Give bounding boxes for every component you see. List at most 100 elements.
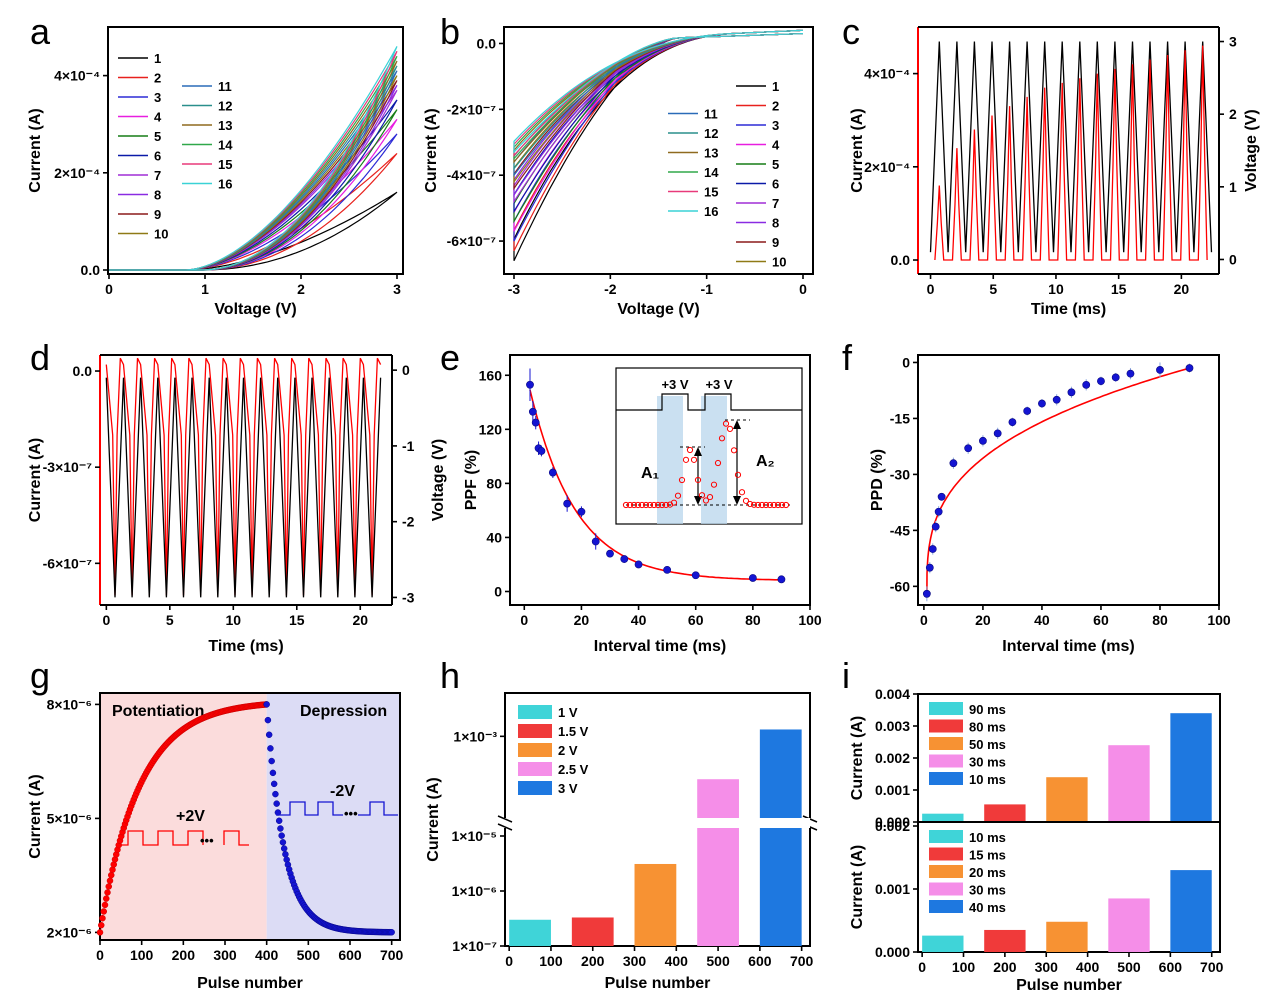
y-axis-label: Current (A) <box>423 108 440 192</box>
x-axis-label: Interval time (ms) <box>594 638 726 655</box>
ellipsis-icon: ••• <box>200 833 214 848</box>
iv-curve-3 <box>513 29 804 242</box>
y-tick-label: 0.001 <box>875 782 910 798</box>
legend-label: 13 <box>704 146 718 161</box>
y-tick-label: -3×10⁻⁷ <box>43 459 93 475</box>
data-point <box>591 537 600 546</box>
legend-label: 5 <box>154 129 161 144</box>
inset-arrowhead <box>694 447 702 456</box>
data-point <box>1126 369 1135 378</box>
x-tick-label: 400 <box>1076 959 1100 975</box>
y-tick-label: 0.003 <box>875 718 910 734</box>
x-tick-label: -3 <box>508 281 521 297</box>
legend-label: 14 <box>704 165 719 180</box>
bar-top-90ms <box>922 813 964 822</box>
fit-curve <box>926 367 1190 594</box>
y-tick-label: -15 <box>890 410 910 426</box>
x-tick-label: 80 <box>1152 612 1168 628</box>
y-tick-label: 4×10⁻⁴ <box>54 68 100 84</box>
fit-curve <box>529 389 782 581</box>
y-tick-label: 80 <box>486 475 502 491</box>
data-point <box>1111 373 1120 382</box>
bar-bottom-10ms <box>922 935 964 952</box>
legend-label: 16 <box>218 177 232 192</box>
legend-swatch <box>929 702 963 715</box>
legend-label: 2 <box>154 71 161 86</box>
potentiation-point <box>108 871 115 879</box>
inset-marker <box>678 476 686 484</box>
y-tick-label: 0.0 <box>891 252 911 268</box>
y-axis-label: Current (A) <box>27 438 44 522</box>
x-tick-label: 500 <box>706 953 730 969</box>
legend-swatch <box>518 781 552 795</box>
y-axis-label: Current (A) <box>27 108 44 192</box>
data-point <box>537 447 546 455</box>
y-tick-label: 40 <box>486 529 502 545</box>
panel-g: 0 100 200 300 400 500 600 700 2×10⁻⁶ 5×10⁻⁶ 8×10⁻⁶… <box>27 692 404 992</box>
panel-label-a: a <box>30 11 51 52</box>
y-tick-label: -3 <box>402 589 415 605</box>
x-tick-label: 0 <box>102 612 110 628</box>
y-axis-label: Voltage (V) <box>1243 109 1260 191</box>
inset-marker <box>782 501 790 509</box>
inset-marker <box>770 501 778 509</box>
bar-top-50ms <box>1046 777 1088 822</box>
potentiation-point <box>105 883 112 890</box>
y-tick-label: 1×10⁻³ <box>453 728 497 744</box>
data-point <box>1082 380 1091 389</box>
data-point <box>993 429 1002 438</box>
legend-swatch <box>929 865 963 878</box>
y-axis-label: Current (A) <box>849 845 866 929</box>
panel-labels: a b c d e f g h i <box>30 11 860 696</box>
legend-label: 4 <box>154 110 162 125</box>
y-tick-label: 2×10⁻⁴ <box>864 159 910 175</box>
data-point <box>526 380 534 389</box>
inset-marker <box>710 481 718 488</box>
y-axis-label: Current (A) <box>27 774 44 858</box>
inset-pulse-label-1: +3 V <box>661 377 688 392</box>
plot-frame <box>917 354 1220 606</box>
inset-marker <box>734 471 742 478</box>
potentiation-point <box>98 921 105 929</box>
y-tick-label: -30 <box>890 466 910 482</box>
data-point <box>691 571 700 580</box>
potentiation-pulse-icon <box>223 830 249 846</box>
data-point <box>748 574 757 582</box>
y-tick-label: -2×10⁻⁷ <box>447 101 497 117</box>
panel-label-c: c <box>842 11 860 52</box>
x-tick-label: 700 <box>380 947 404 963</box>
x-tick-label: 10 <box>1048 281 1064 297</box>
panel-i: 0.000 0.001 0.002 0.003 0.004 Current (A) 90 m… <box>849 686 1224 994</box>
plot-frame <box>503 26 814 275</box>
data-point <box>531 418 540 427</box>
inset-marker <box>702 497 710 504</box>
potentiation-label: Potentiation <box>112 703 204 720</box>
x-axis-label: Voltage (V) <box>214 301 296 318</box>
x-tick-label: 60 <box>688 612 704 628</box>
potentiation-point <box>104 889 111 896</box>
inset-pulse-label-2: +3 V <box>705 377 732 392</box>
x-tick-label: 200 <box>993 959 1017 975</box>
legend-label: 3 V <box>558 781 578 796</box>
inset-arrowhead <box>733 496 741 505</box>
legend-label: 3 <box>772 118 779 133</box>
x-tick-label: 600 <box>748 953 772 969</box>
inset-marker <box>714 459 722 467</box>
legend-label: 8 <box>154 188 161 203</box>
x-axis-label: Interval time (ms) <box>1002 638 1134 655</box>
inset-marker <box>646 501 654 509</box>
data-point <box>620 555 629 563</box>
data-point <box>634 560 643 569</box>
inset-marker <box>622 501 630 509</box>
y-tick-label: 1×10⁻⁶ <box>452 883 497 899</box>
legend-swatch <box>929 830 963 843</box>
x-axis-label: Pulse number <box>197 975 303 992</box>
legend-label: 4 <box>772 138 780 153</box>
bar-2p5V <box>697 779 739 946</box>
data-point <box>928 545 937 553</box>
y-tick-label: 0.0 <box>73 363 93 379</box>
legend-label: 2 <box>772 99 779 114</box>
depression-point <box>269 769 277 777</box>
x-tick-label: 1 <box>201 281 209 297</box>
x-tick-label: 0 <box>96 947 104 963</box>
